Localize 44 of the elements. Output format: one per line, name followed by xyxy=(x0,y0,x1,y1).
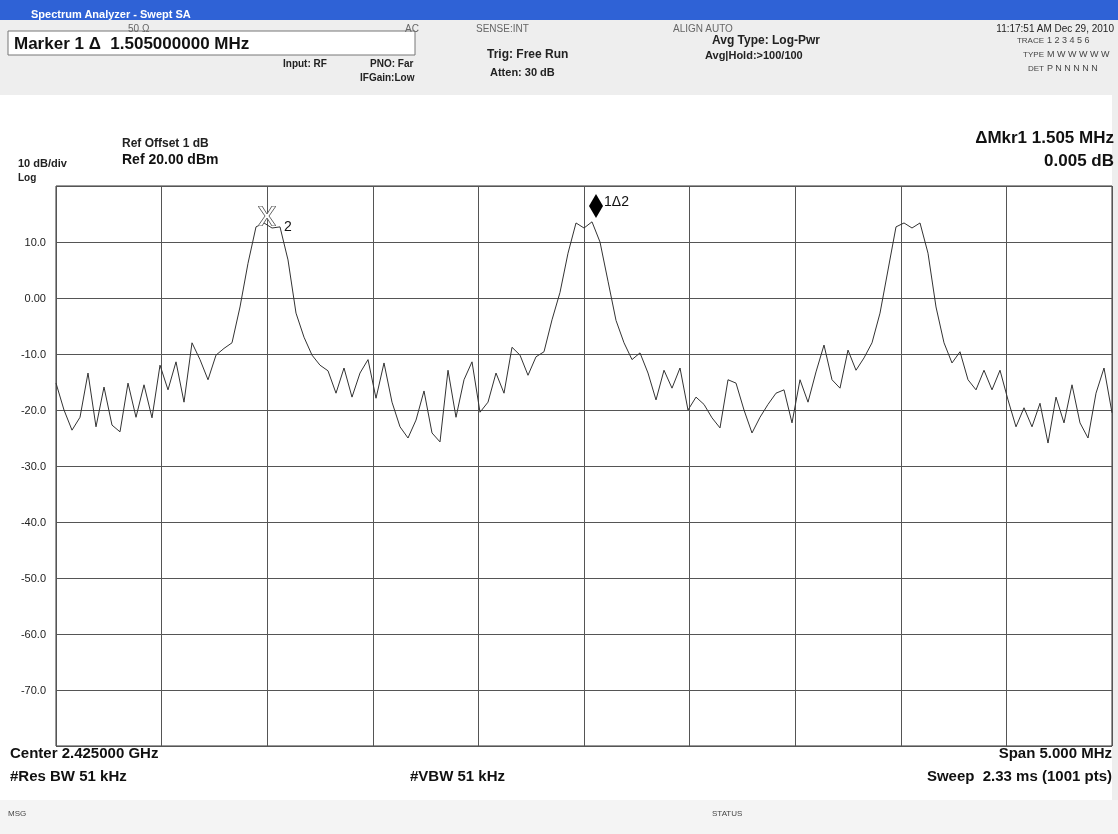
text: STATUS xyxy=(712,808,743,818)
text: 1 2 3 4 5 6 xyxy=(1047,35,1090,45)
y-tick-label: -40.0 xyxy=(20,516,46,528)
text: Log xyxy=(18,171,37,183)
text: Avg|Hold:>100/100 xyxy=(705,49,803,61)
text: Atten: 30 dB xyxy=(490,66,555,78)
text: MSG xyxy=(8,808,27,818)
text: Trig: Free Run xyxy=(487,47,569,61)
y-tick-label: -60.0 xyxy=(20,628,46,640)
y-tick-label: -20.0 xyxy=(20,404,46,416)
text: TRACE xyxy=(1016,35,1044,45)
y-tick-label: -50.0 xyxy=(20,572,46,584)
text: 10 dB/div xyxy=(18,157,68,169)
text: IFGain:Low xyxy=(360,71,415,83)
text: ALIGN AUTO xyxy=(673,22,734,34)
text: 11:17:51 AM Dec 29, 2010 xyxy=(996,22,1115,34)
text: #VBW 51 kHz xyxy=(410,766,506,784)
y-tick-label: 0.00 xyxy=(24,292,46,304)
text: TYPE xyxy=(1023,49,1044,59)
text: ΔMkr1 1.505 MHz xyxy=(975,127,1114,147)
annotation: 1Δ2 xyxy=(604,193,630,209)
text: P N N N N N xyxy=(1047,63,1098,73)
text: PNO: Far xyxy=(370,57,414,69)
text: M W W W W W xyxy=(1047,49,1110,59)
y-tick-label: 10.0 xyxy=(24,236,46,248)
annotation: Center 2.425000 GHz xyxy=(10,743,159,761)
text: Avg Type: Log-Pwr xyxy=(712,33,821,47)
y-tick-label: -70.0 xyxy=(20,684,46,696)
annotation: Span 5.000 MHz xyxy=(998,743,1112,761)
text: SENSE:INT xyxy=(476,22,529,34)
chart-title: Spectrum Analyzer - Swept SA xyxy=(31,7,191,20)
text: Sweep 2.33 ms (1001 pts) xyxy=(926,766,1112,784)
text: AC xyxy=(405,22,419,34)
text: Ref 20.00 dBm xyxy=(122,151,219,167)
text: 50 Ω xyxy=(128,22,150,34)
text: Input: RF xyxy=(283,57,327,69)
annotation: 2 xyxy=(284,218,292,234)
text: Ref Offset 1 dB xyxy=(122,136,210,150)
text: #Res BW 51 kHz xyxy=(10,766,127,784)
text: DET xyxy=(1028,63,1045,73)
y-tick-label: -10.0 xyxy=(20,348,46,360)
text: 0.005 dB xyxy=(1044,150,1114,170)
y-tick-label: -30.0 xyxy=(20,460,46,472)
text: Marker 1 Δ 1.505000000 MHz xyxy=(14,33,250,53)
